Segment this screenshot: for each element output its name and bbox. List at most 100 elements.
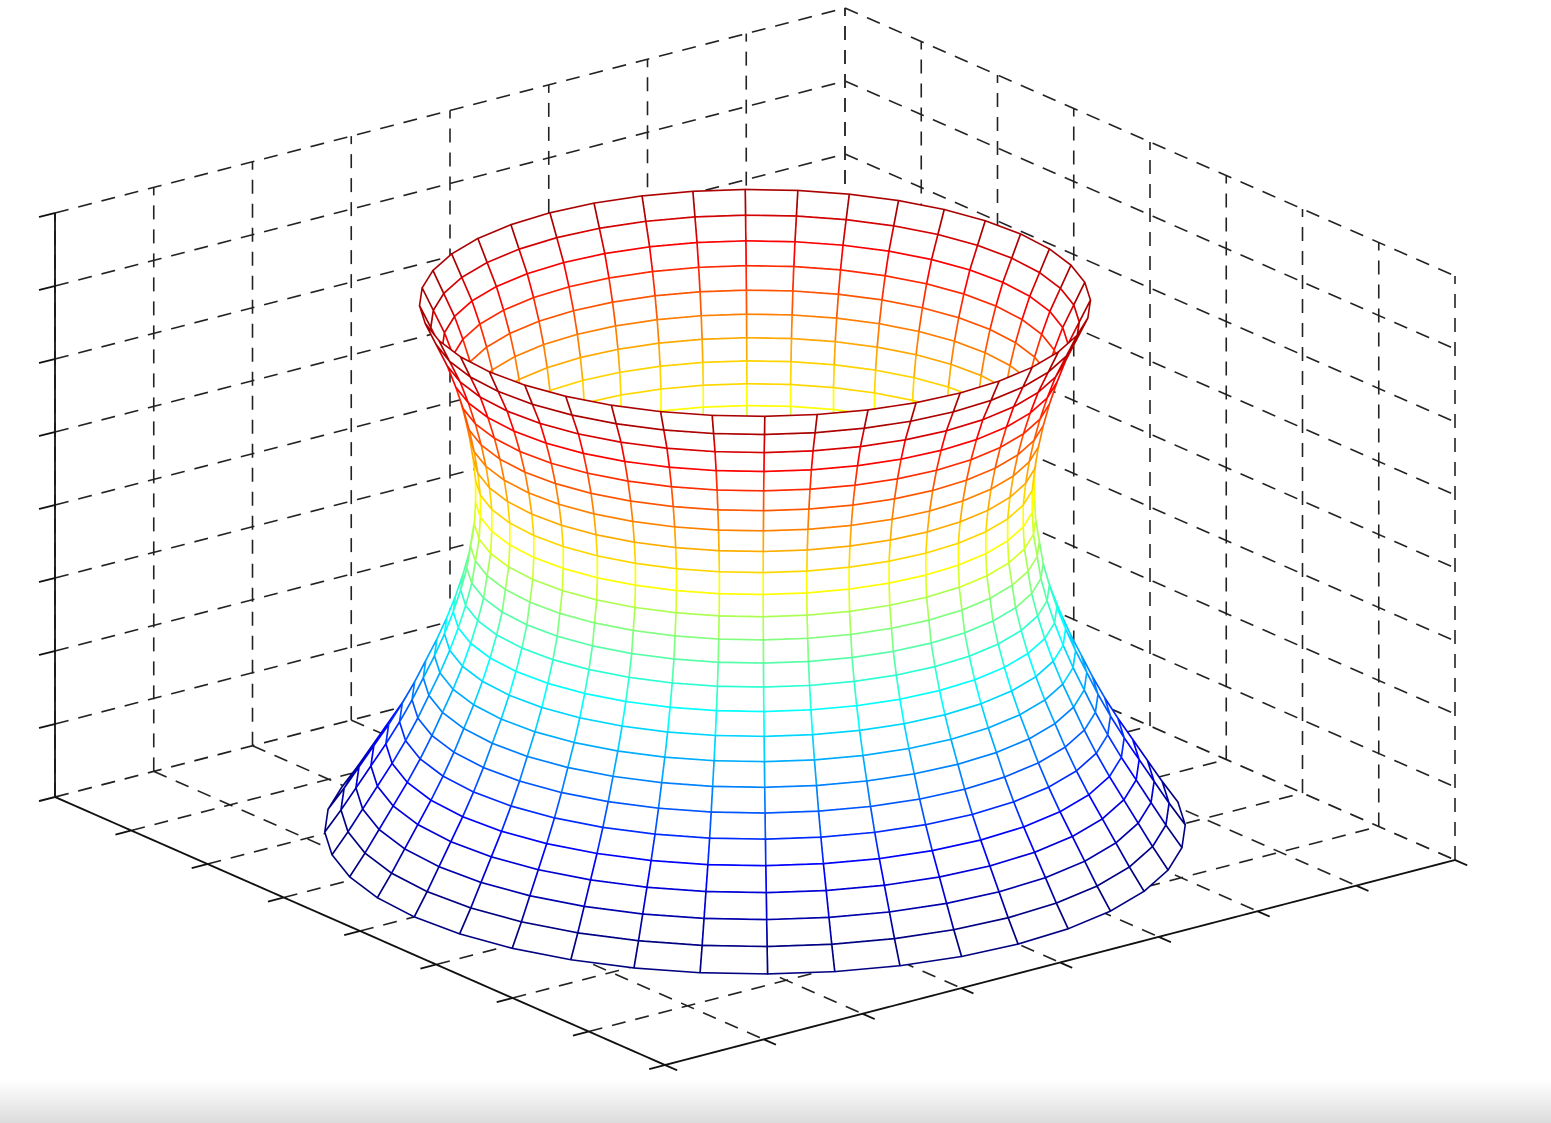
x-tick [496, 997, 513, 1003]
mesh-cell [660, 756, 715, 788]
mesh-cell [764, 810, 822, 840]
mesh-cell [674, 546, 721, 573]
mesh-cell [705, 863, 768, 894]
mesh-cell [763, 759, 818, 789]
mesh-cell [694, 214, 747, 244]
mesh-cell [744, 188, 799, 217]
mesh-cell [697, 264, 748, 293]
mesh-cell [814, 409, 869, 434]
mesh-cell [744, 214, 798, 243]
mesh-cell [664, 731, 717, 762]
mesh-cell [764, 862, 827, 894]
mesh-cell [745, 313, 793, 340]
x-tick [267, 896, 284, 903]
mesh-cell [710, 785, 766, 814]
y-tick [960, 987, 974, 995]
y-tick [1355, 884, 1369, 892]
mesh-cell [793, 240, 844, 271]
mesh-cell [637, 913, 705, 947]
mesh-cell [718, 592, 764, 618]
mesh-cell [641, 886, 707, 920]
y-tick [664, 1064, 678, 1072]
bottom-strip [0, 1080, 1551, 1123]
mesh-cell [654, 807, 713, 839]
z-tick [38, 212, 56, 218]
mesh-cell [701, 336, 748, 364]
mesh-cell [659, 361, 705, 390]
mesh-cell [763, 413, 818, 436]
z-tick [38, 504, 56, 510]
x-tick [572, 1030, 589, 1037]
mesh-cell [716, 661, 765, 688]
mesh-cell [765, 916, 833, 948]
mesh-cell [745, 336, 793, 363]
y-tick [1454, 859, 1468, 867]
mesh-cell [673, 526, 720, 552]
z-tick [38, 285, 56, 291]
mesh-cell [792, 265, 842, 296]
mesh-cell [702, 382, 748, 408]
mesh-cell [746, 382, 792, 408]
grid-line [844, 518, 1456, 788]
mesh-cell [789, 383, 835, 411]
mesh-cell [707, 837, 767, 867]
mesh-cell [714, 450, 765, 473]
mesh-cell [745, 264, 795, 292]
grid-line [745, 616, 1357, 887]
mesh-cell [791, 290, 840, 320]
mesh-cell [762, 508, 810, 532]
mesh-cell [654, 290, 702, 321]
mesh-cell [717, 509, 765, 532]
mesh-cell [764, 836, 825, 867]
mesh-cell [633, 940, 703, 974]
grid-line [844, 7, 1456, 277]
grid-line [844, 153, 1456, 423]
mesh-cell [717, 638, 765, 664]
mesh-cell [762, 637, 810, 664]
mesh-cell [790, 337, 837, 366]
mesh-cell [763, 709, 814, 738]
grid-line [844, 445, 1456, 715]
mesh-cell [692, 188, 747, 218]
x-tick [191, 863, 208, 869]
mesh-cell [666, 706, 718, 737]
mesh-cell [794, 215, 847, 247]
mesh-cell [762, 469, 813, 492]
mesh-cell [671, 658, 720, 688]
mesh-cell [651, 266, 701, 297]
mesh-cell [648, 241, 700, 273]
mesh-cell [832, 364, 877, 394]
mesh-cell [659, 410, 715, 435]
mesh-cell [762, 660, 811, 688]
mesh-cell [762, 570, 808, 596]
mesh-cell [830, 937, 901, 973]
mesh-cell [650, 833, 711, 866]
mesh-cell [745, 289, 794, 316]
grid-line [844, 591, 1456, 861]
z-tick [38, 650, 56, 656]
mesh-cell [657, 781, 714, 813]
mesh-cell [696, 240, 747, 269]
x-tick [420, 963, 437, 970]
mesh-cell [762, 684, 812, 713]
y-tick [1059, 961, 1073, 969]
mesh-cell [712, 432, 766, 454]
mesh-cell [762, 528, 809, 553]
mesh-cell [700, 313, 748, 341]
y-tick [1158, 936, 1172, 944]
x-tick [648, 1064, 666, 1070]
mesh-cell [763, 733, 816, 763]
mesh-cell [703, 890, 768, 921]
mesh-cell [708, 811, 767, 840]
mesh-cell [715, 469, 765, 492]
mesh-cell [717, 615, 765, 641]
mesh-cell [763, 450, 814, 473]
mesh-cell [675, 567, 721, 595]
grid-line [844, 372, 1456, 642]
mesh-cell [646, 859, 709, 893]
mesh-cell [674, 612, 721, 640]
mesh-cell [762, 488, 811, 512]
mesh-cell [699, 289, 748, 317]
mesh-cell [714, 709, 765, 738]
